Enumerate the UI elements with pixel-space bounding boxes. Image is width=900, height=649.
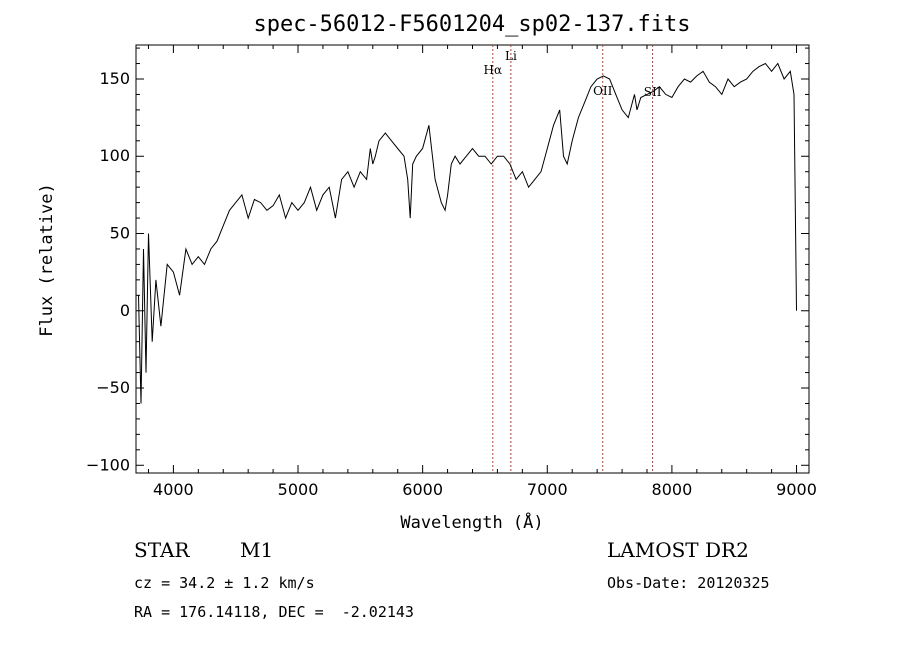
x-tick-label: 6000 — [402, 480, 443, 499]
observation-date: Obs-Date: 20120325 — [607, 574, 770, 592]
data-release: LAMOST DR2 — [607, 538, 749, 562]
object-class: STAR — [134, 538, 190, 562]
y-tick-label: 100 — [99, 146, 130, 165]
object-subclass: M1 — [240, 538, 274, 562]
y-axis: −100 −50 0 50 100 150 — [86, 47, 809, 474]
chart-title: spec-56012-F5601204_sp02-137.fits — [253, 12, 690, 37]
y-tick-label: 50 — [110, 224, 130, 243]
y-axis-label: Flux (relative) — [37, 183, 57, 337]
plot-frame — [135, 44, 810, 474]
spectrum-series-line — [138, 62, 797, 404]
spectral-line-label: Hα — [484, 63, 503, 77]
x-tick-label: 7000 — [527, 480, 568, 499]
x-tick-label: 4000 — [153, 480, 194, 499]
y-tick-label: 150 — [99, 69, 130, 88]
x-axis: 4000 5000 6000 7000 8000 9000 — [147, 45, 817, 499]
redshift-velocity: cz = 34.2 ± 1.2 km/s — [134, 574, 315, 592]
x-axis-label: Wavelength (Å) — [400, 511, 543, 533]
sky-coordinates: RA = 176.14118, DEC = -2.02143 — [134, 603, 414, 621]
y-tick-label: −100 — [86, 455, 130, 474]
y-tick-label: −50 — [96, 378, 130, 397]
x-tick-label: 9000 — [776, 480, 817, 499]
x-tick-label: 5000 — [278, 480, 319, 499]
spectral-line-label: OII — [593, 84, 613, 98]
y-tick-label: 0 — [120, 301, 130, 320]
x-tick-label: 8000 — [652, 480, 693, 499]
spectral-line-label: Li — [505, 49, 517, 63]
